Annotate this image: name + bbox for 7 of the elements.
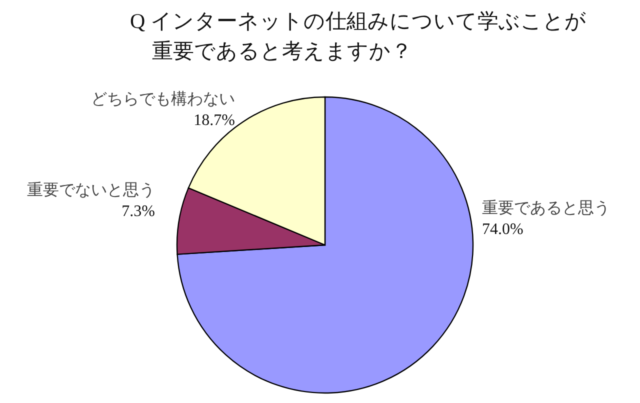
slice-label: 重要であると思う — [482, 199, 610, 217]
slice-label: どちらでも構わない — [91, 90, 235, 108]
data-label: 18.7% — [194, 112, 235, 129]
data-label: 7.3% — [122, 203, 155, 220]
chart-title: Q インターネットの仕組みについて学ぶことが重要であると考えますか？ — [130, 8, 588, 65]
slice-label: 重要でないと思う — [27, 181, 155, 199]
data-label: 74.0% — [482, 221, 524, 238]
